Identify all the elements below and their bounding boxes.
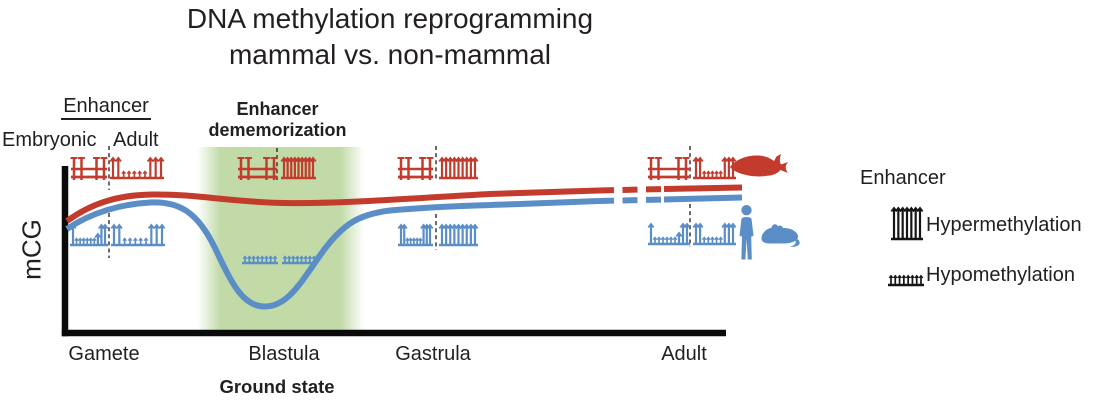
non-mammal-curve bbox=[65, 187, 600, 224]
adult-non-mammal-adult-mixed-icon bbox=[692, 156, 737, 180]
adult-mammal-adult-mixed-icon bbox=[692, 222, 737, 246]
fish-icon bbox=[730, 154, 788, 177]
gastrula-non-mammal-embryonic-gate-icon bbox=[397, 157, 434, 180]
mammal-curve bbox=[65, 198, 600, 310]
gastrula-mammal-embryonic-mixed-icon bbox=[397, 223, 434, 247]
legend-title: Enhancer bbox=[860, 167, 946, 189]
human-icon bbox=[739, 205, 754, 260]
blastula-mammal-adult-hypo-icon bbox=[282, 255, 317, 265]
enhancer-header-title: Enhancer bbox=[63, 95, 149, 117]
hypermethylation-icon bbox=[890, 206, 924, 241]
legend-label-hypermethylation: Hypermethylation bbox=[926, 214, 1082, 236]
dememorization-label: Enhancer dememorization bbox=[195, 99, 360, 141]
x-tick-blastula: Blastula bbox=[248, 343, 320, 365]
hypomethylation-icon bbox=[888, 274, 924, 287]
blastula-non-mammal-embryonic-gate-icon bbox=[237, 157, 278, 180]
x-tick-gamete: Gamete bbox=[68, 343, 140, 365]
mouse-icon bbox=[761, 224, 800, 247]
x-tick-gastrula: Gastrula bbox=[395, 343, 471, 365]
x-tick-adult: Adult bbox=[661, 343, 707, 365]
dememorization-line-2: dememorization bbox=[208, 120, 347, 140]
enhancer-header-adult: Adult bbox=[113, 129, 159, 151]
blastula-non-mammal-adult-hyper-icon bbox=[280, 156, 317, 180]
mammal-curve-end bbox=[663, 194, 743, 203]
gamete-mammal-embryonic-mixed-low-icon bbox=[69, 223, 109, 247]
gastrula-non-mammal-adult-hyper-icon bbox=[438, 156, 479, 180]
enhancer-header-embryonic: Embryonic bbox=[2, 129, 97, 151]
gastrula-mammal-adult-hyper-icon bbox=[438, 223, 479, 247]
mammal-curve-dashed bbox=[598, 196, 665, 204]
adult-mammal-embryonic-mixed-low-icon bbox=[647, 222, 691, 246]
gamete-non-mammal-adult-mixed-icon bbox=[109, 156, 165, 180]
non-mammal-curve-end bbox=[663, 184, 743, 192]
non-mammal-curve-dashed bbox=[598, 186, 665, 194]
blastula-mammal-embryonic-hypo-icon bbox=[242, 255, 278, 265]
gamete-mammal-adult-mixed-icon bbox=[110, 223, 166, 247]
dememorization-line-1: Enhancer bbox=[236, 99, 319, 119]
gamete-non-mammal-embryonic-gate-icon bbox=[70, 157, 108, 180]
adult-non-mammal-embryonic-gate-icon bbox=[647, 157, 690, 180]
legend-label-hypomethylation: Hypomethylation bbox=[926, 264, 1075, 286]
title-line-2: mammal vs. non-mammal bbox=[228, 39, 552, 70]
ground-state-annotation: Ground state bbox=[219, 376, 335, 397]
figure-title: DNA methylation reprogramming mammal vs.… bbox=[140, 1, 640, 73]
enhancer-header-underline bbox=[61, 118, 151, 120]
title-line-1: DNA methylation reprogramming bbox=[186, 3, 594, 34]
